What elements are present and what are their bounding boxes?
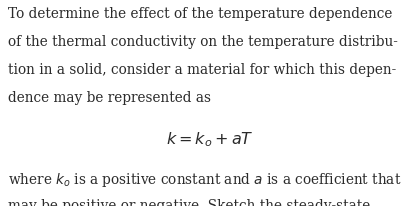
Text: To determine the effect of the temperature dependence: To determine the effect of the temperatu…	[8, 7, 392, 21]
Text: where $k_o$ is a positive constant and $a$ is a coefficient that: where $k_o$ is a positive constant and $…	[8, 170, 401, 188]
Text: tion in a solid, consider a material for which this depen-: tion in a solid, consider a material for…	[8, 63, 396, 77]
Text: may be positive or negative. Sketch the steady-state: may be positive or negative. Sketch the …	[8, 198, 370, 206]
Text: dence may be represented as: dence may be represented as	[8, 91, 210, 105]
Text: of the thermal conductivity on the temperature distribu-: of the thermal conductivity on the tempe…	[8, 35, 397, 49]
Text: $k = k_{o} + aT$: $k = k_{o} + aT$	[166, 130, 254, 148]
